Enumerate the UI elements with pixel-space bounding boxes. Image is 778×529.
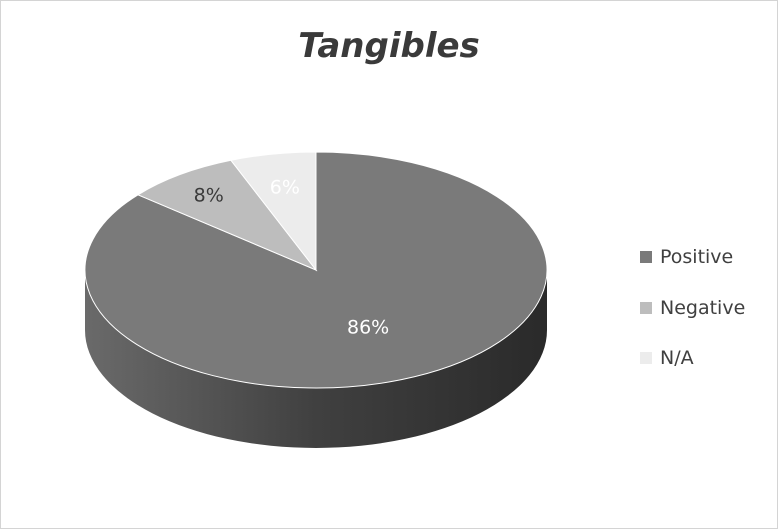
legend-label-na: N/A <box>660 347 694 369</box>
data-label-negative: 8% <box>194 185 224 207</box>
data-label-positive: 86% <box>347 317 389 339</box>
legend-item-positive: Positive <box>640 244 745 270</box>
legend-item-negative: Negative <box>640 295 745 321</box>
pie-slice-negative <box>136 159 318 272</box>
legend-label-positive: Positive <box>660 246 734 268</box>
legend-swatch-positive <box>640 251 652 263</box>
data-label-na: 6% <box>270 177 300 199</box>
chart-title: Tangibles <box>298 26 480 66</box>
legend-swatch-na <box>640 352 652 364</box>
legend-label-negative: Negative <box>660 296 746 319</box>
pie-side-positive <box>85 270 547 448</box>
legend: Positive Negative N/A <box>640 244 745 396</box>
pie-slice-na <box>230 151 317 272</box>
legend-swatch-negative <box>640 301 652 314</box>
legend-item-na: N/A <box>640 345 745 371</box>
